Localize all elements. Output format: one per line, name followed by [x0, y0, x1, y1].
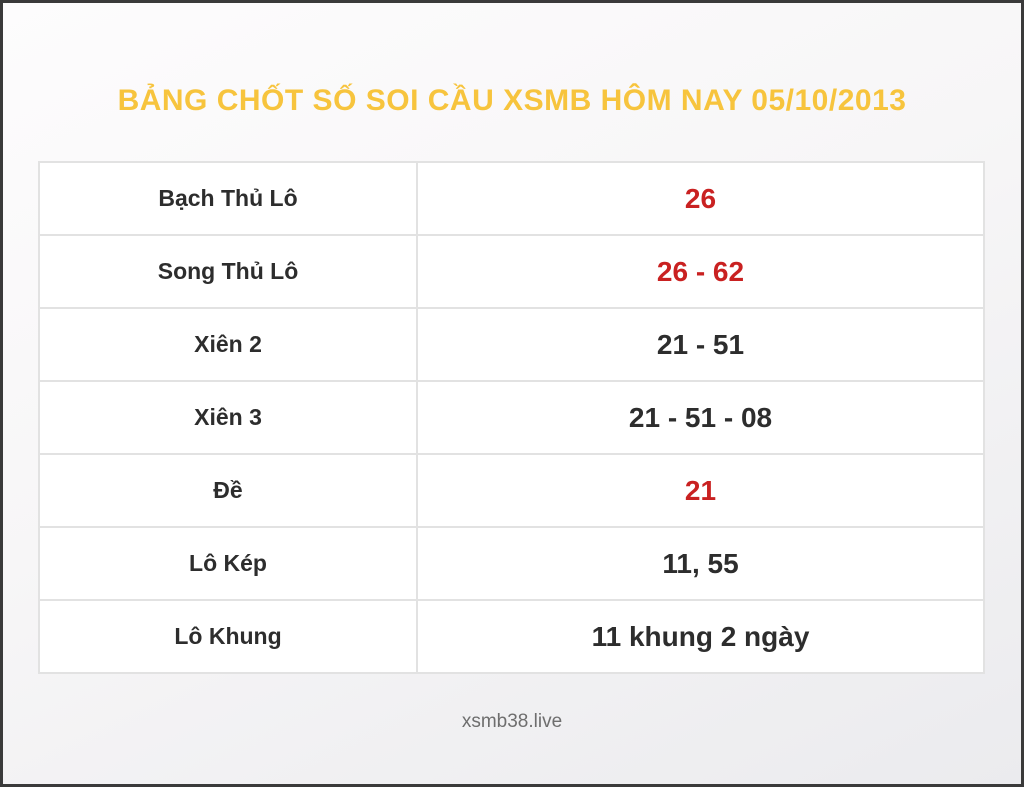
row-label: Lô Khung [38, 599, 418, 674]
row-label: Đề [38, 453, 418, 528]
row-value: 26 [416, 161, 985, 236]
table-row: Xiên 2 21 - 51 [38, 307, 985, 382]
row-value: 21 - 51 - 08 [416, 380, 985, 455]
row-value: 21 [416, 453, 985, 528]
page-title: BẢNG CHỐT SỐ SOI CẦU XSMB HÔM NAY 05/10/… [117, 84, 907, 117]
row-label: Bạch Thủ Lô [38, 161, 418, 236]
row-value: 21 - 51 [416, 307, 985, 382]
table-row: Lô Khung 11 khung 2 ngày [38, 599, 985, 674]
table-row: Đề 21 [38, 453, 985, 528]
table-row: Song Thủ Lô 26 - 62 [38, 234, 985, 309]
row-label: Xiên 3 [38, 380, 418, 455]
row-value: 11 khung 2 ngày [416, 599, 985, 674]
row-value: 11, 55 [416, 526, 985, 601]
site-domain: xsmb38.live [461, 711, 563, 732]
row-label: Xiên 2 [38, 307, 418, 382]
row-label: Lô Kép [38, 526, 418, 601]
table-row: Lô Kép 11, 55 [38, 526, 985, 601]
row-label: Song Thủ Lô [38, 234, 418, 309]
table-row: Bạch Thủ Lô 26 [38, 161, 985, 236]
row-value: 26 - 62 [416, 234, 985, 309]
prediction-table: Bạch Thủ Lô 26 Song Thủ Lô 26 - 62 Xiên … [38, 161, 985, 674]
table-row: Xiên 3 21 - 51 - 08 [38, 380, 985, 455]
